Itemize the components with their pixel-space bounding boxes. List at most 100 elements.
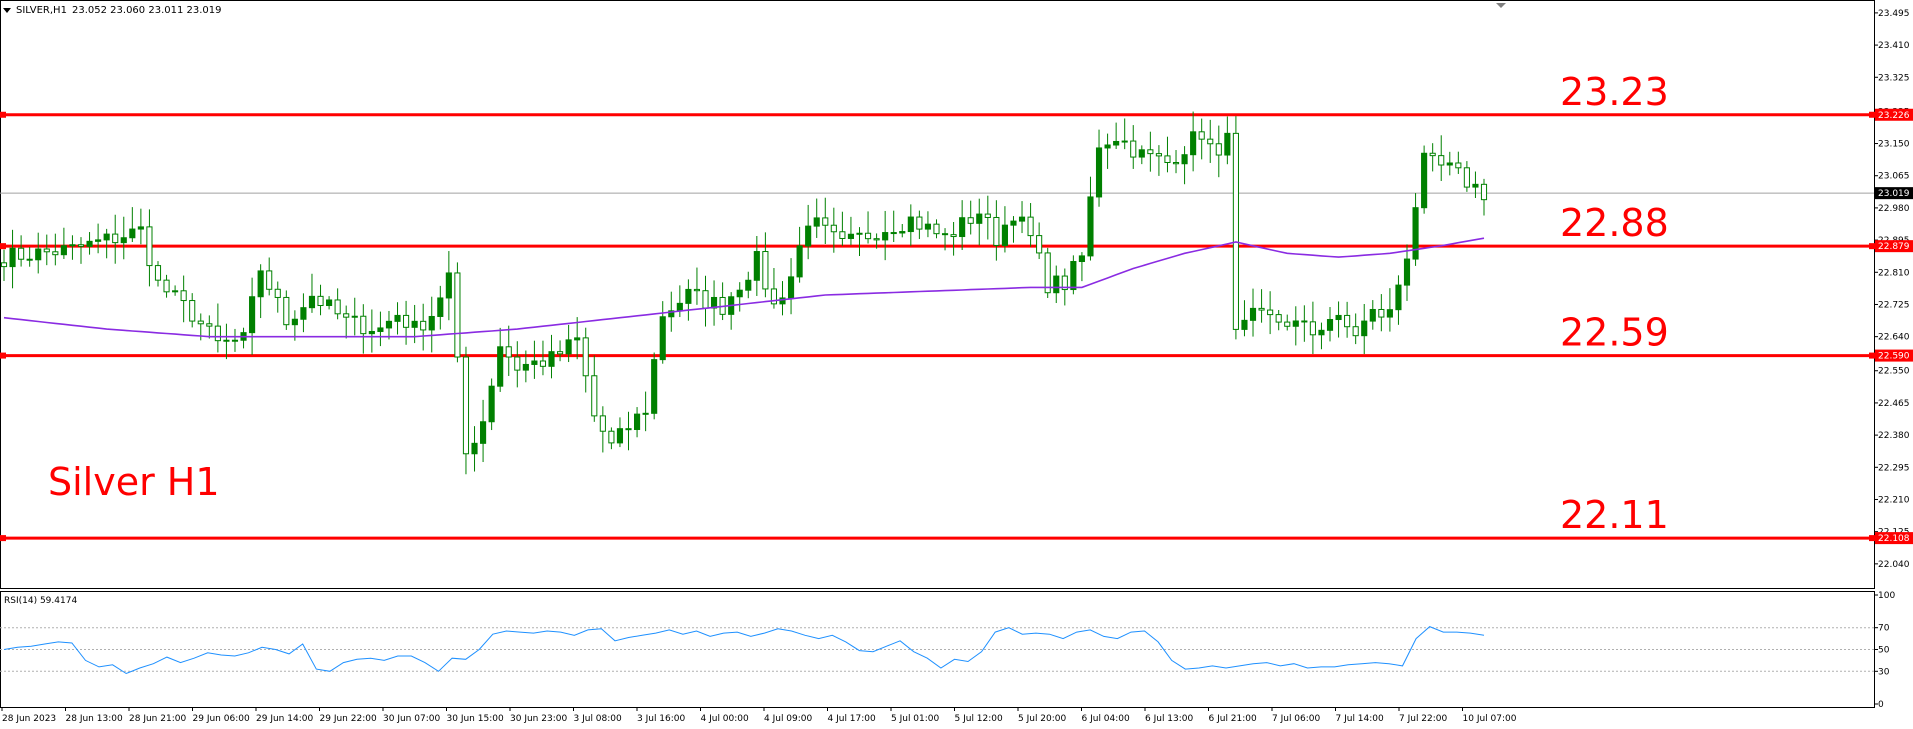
- candle-body-bear: [1044, 252, 1051, 294]
- candle-body-bear: [625, 428, 632, 431]
- current-price-value: 23.019: [1878, 189, 1910, 199]
- time-tick-label: 28 Jun 13:00: [66, 714, 123, 724]
- candle-body-bull: [480, 421, 487, 444]
- level-label: 22.11: [1560, 493, 1669, 537]
- price-tick-label: 22.040: [1878, 560, 1910, 570]
- candle-body-bull: [1078, 255, 1085, 263]
- level-axis-value: 22.879: [1878, 242, 1910, 252]
- candle-body-bull: [1018, 216, 1026, 222]
- candle-body-bull: [1395, 284, 1402, 311]
- candle: [1087, 176, 1094, 261]
- moving-average-layer: [3, 237, 1485, 338]
- candle: [770, 268, 778, 309]
- rsi-tick-label: 50: [1878, 646, 1890, 656]
- candle: [180, 275, 187, 323]
- candle: [445, 251, 452, 321]
- candle-body-bear: [283, 296, 290, 326]
- candle-body-bull: [257, 270, 264, 298]
- price-tick-label: 22.550: [1878, 367, 1910, 377]
- candle-body-bear: [420, 320, 427, 331]
- price-axis: 23.49523.41023.32523.23523.15023.06522.9…: [1874, 9, 1913, 570]
- candle-body-bull: [659, 316, 666, 361]
- candle-body-bear: [154, 265, 162, 281]
- level-label: 22.88: [1560, 201, 1669, 245]
- candle-body-bear: [984, 213, 991, 218]
- level-handle[interactable]: [0, 352, 6, 359]
- candle: [1326, 307, 1334, 342]
- candle: [488, 378, 495, 431]
- candles-layer: [0, 111, 1488, 475]
- ohlc-readout: 23.052 23.060 23.011 23.019: [72, 5, 222, 16]
- candle: [0, 249, 8, 281]
- scroll-marker-icon[interactable]: [1496, 3, 1506, 8]
- candle: [146, 209, 153, 287]
- candle-body-bull: [172, 290, 179, 293]
- candle: [753, 235, 760, 296]
- candle: [86, 232, 93, 255]
- level-label: 22.59: [1560, 311, 1669, 355]
- candle-body-bull: [1446, 162, 1453, 166]
- level-22.11[interactable]: 22.11 22.108: [0, 493, 1913, 545]
- candle-body-bull: [1095, 147, 1103, 198]
- candle-body-bear: [890, 232, 897, 235]
- candle: [137, 208, 144, 245]
- candle-body-bull: [1403, 258, 1411, 286]
- candle: [420, 303, 427, 351]
- level-handle[interactable]: [1869, 111, 1875, 118]
- candle: [95, 223, 102, 254]
- candle: [539, 340, 547, 376]
- level-handle[interactable]: [1869, 352, 1875, 359]
- candle: [1224, 116, 1231, 165]
- candle: [1472, 171, 1479, 198]
- level-22.88[interactable]: 22.88 22.879: [0, 201, 1913, 253]
- candle-body-bear: [864, 232, 872, 240]
- candle: [505, 325, 512, 376]
- level-handle[interactable]: [1869, 535, 1875, 542]
- candle: [514, 341, 521, 388]
- candle-body-bear: [189, 300, 196, 322]
- collapse-arrow-icon[interactable]: [3, 8, 11, 13]
- candle: [565, 324, 572, 363]
- candle: [69, 235, 76, 260]
- level-22.59[interactable]: 22.59 22.590: [0, 311, 1913, 362]
- candle: [403, 300, 410, 345]
- candle: [1318, 322, 1325, 350]
- level-handle[interactable]: [0, 535, 6, 542]
- candle-body-bull: [616, 428, 624, 444]
- candle: [993, 200, 1000, 261]
- candle: [1378, 294, 1385, 332]
- candle: [864, 211, 872, 244]
- candle: [882, 210, 889, 261]
- candle-body-bull: [565, 339, 572, 355]
- candle-body-bear: [274, 288, 281, 298]
- level-23.23[interactable]: 23.23 23.226: [0, 70, 1913, 121]
- candle: [548, 334, 555, 379]
- candle: [625, 411, 632, 451]
- candle: [1121, 118, 1128, 150]
- candle-body-bear: [916, 216, 923, 230]
- candle: [591, 355, 598, 422]
- candle-body-bull: [1361, 320, 1368, 337]
- candle-body-bear: [1267, 309, 1274, 316]
- candle: [976, 198, 983, 246]
- candle-body-bull: [1249, 307, 1257, 321]
- candle-body-bull: [847, 233, 855, 239]
- candle-body-bear: [1147, 149, 1154, 155]
- time-tick-label: 7 Jul 14:00: [1336, 714, 1385, 724]
- time-tick-label: 7 Jul 06:00: [1272, 714, 1321, 724]
- candle-body-bear: [608, 430, 615, 444]
- candle-body-bull: [651, 359, 658, 414]
- price-tick-label: 22.380: [1878, 431, 1910, 441]
- level-handle[interactable]: [0, 111, 6, 118]
- candle: [702, 275, 709, 327]
- level-handle[interactable]: [1869, 243, 1875, 250]
- time-tick-label: 6 Jul 21:00: [1209, 714, 1258, 724]
- candle: [326, 296, 333, 310]
- level-handle[interactable]: [0, 243, 6, 250]
- horizontal-levels[interactable]: 23.2323.22622.8822.87922.5922.59022.1122…: [0, 70, 1913, 545]
- candle: [1181, 146, 1188, 185]
- candle-body-bull: [753, 251, 760, 281]
- candle-body-bull: [445, 272, 452, 299]
